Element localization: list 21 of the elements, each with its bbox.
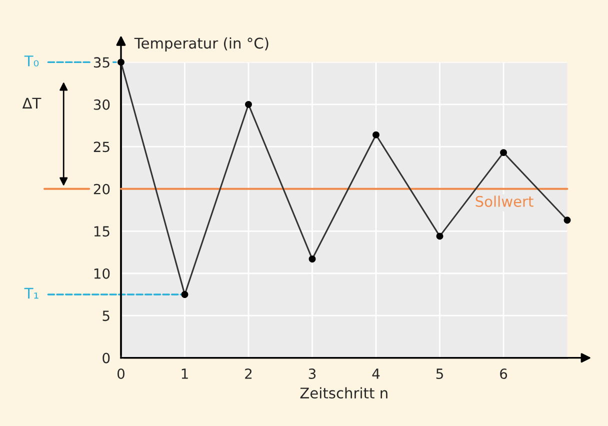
x-tick-label: 0 — [117, 368, 124, 380]
x-tick-label: 1 — [182, 368, 188, 379]
x-axis-title: Zeitschritt n — [300, 387, 388, 399]
y-tick-label: 0 — [102, 352, 110, 364]
y-tick-label: 5 — [102, 310, 110, 322]
y-tick-label: 35 — [94, 57, 110, 68]
x-tick-label: 4 — [372, 368, 380, 379]
text: ΔT — [22, 98, 42, 108]
x-tick-label: 5 — [436, 368, 443, 380]
y-tick-label: 10 — [94, 268, 110, 279]
ref-line-label: Sollwert — [476, 196, 534, 207]
annotation: T₁ — [24, 288, 38, 299]
x-tick-label: 6 — [500, 368, 508, 380]
y-axis-title: Temperatur (in °C) — [134, 37, 268, 52]
y-tick-label: 25 — [94, 142, 110, 152]
y-tick-label: 20 — [94, 184, 110, 194]
annotation: T₀ — [24, 56, 39, 66]
x-tick-label: 2 — [245, 368, 252, 379]
y-tick-label: 30 — [94, 99, 110, 110]
y-tick-label: 15 — [94, 226, 110, 237]
x-tick-label: 3 — [308, 368, 316, 380]
